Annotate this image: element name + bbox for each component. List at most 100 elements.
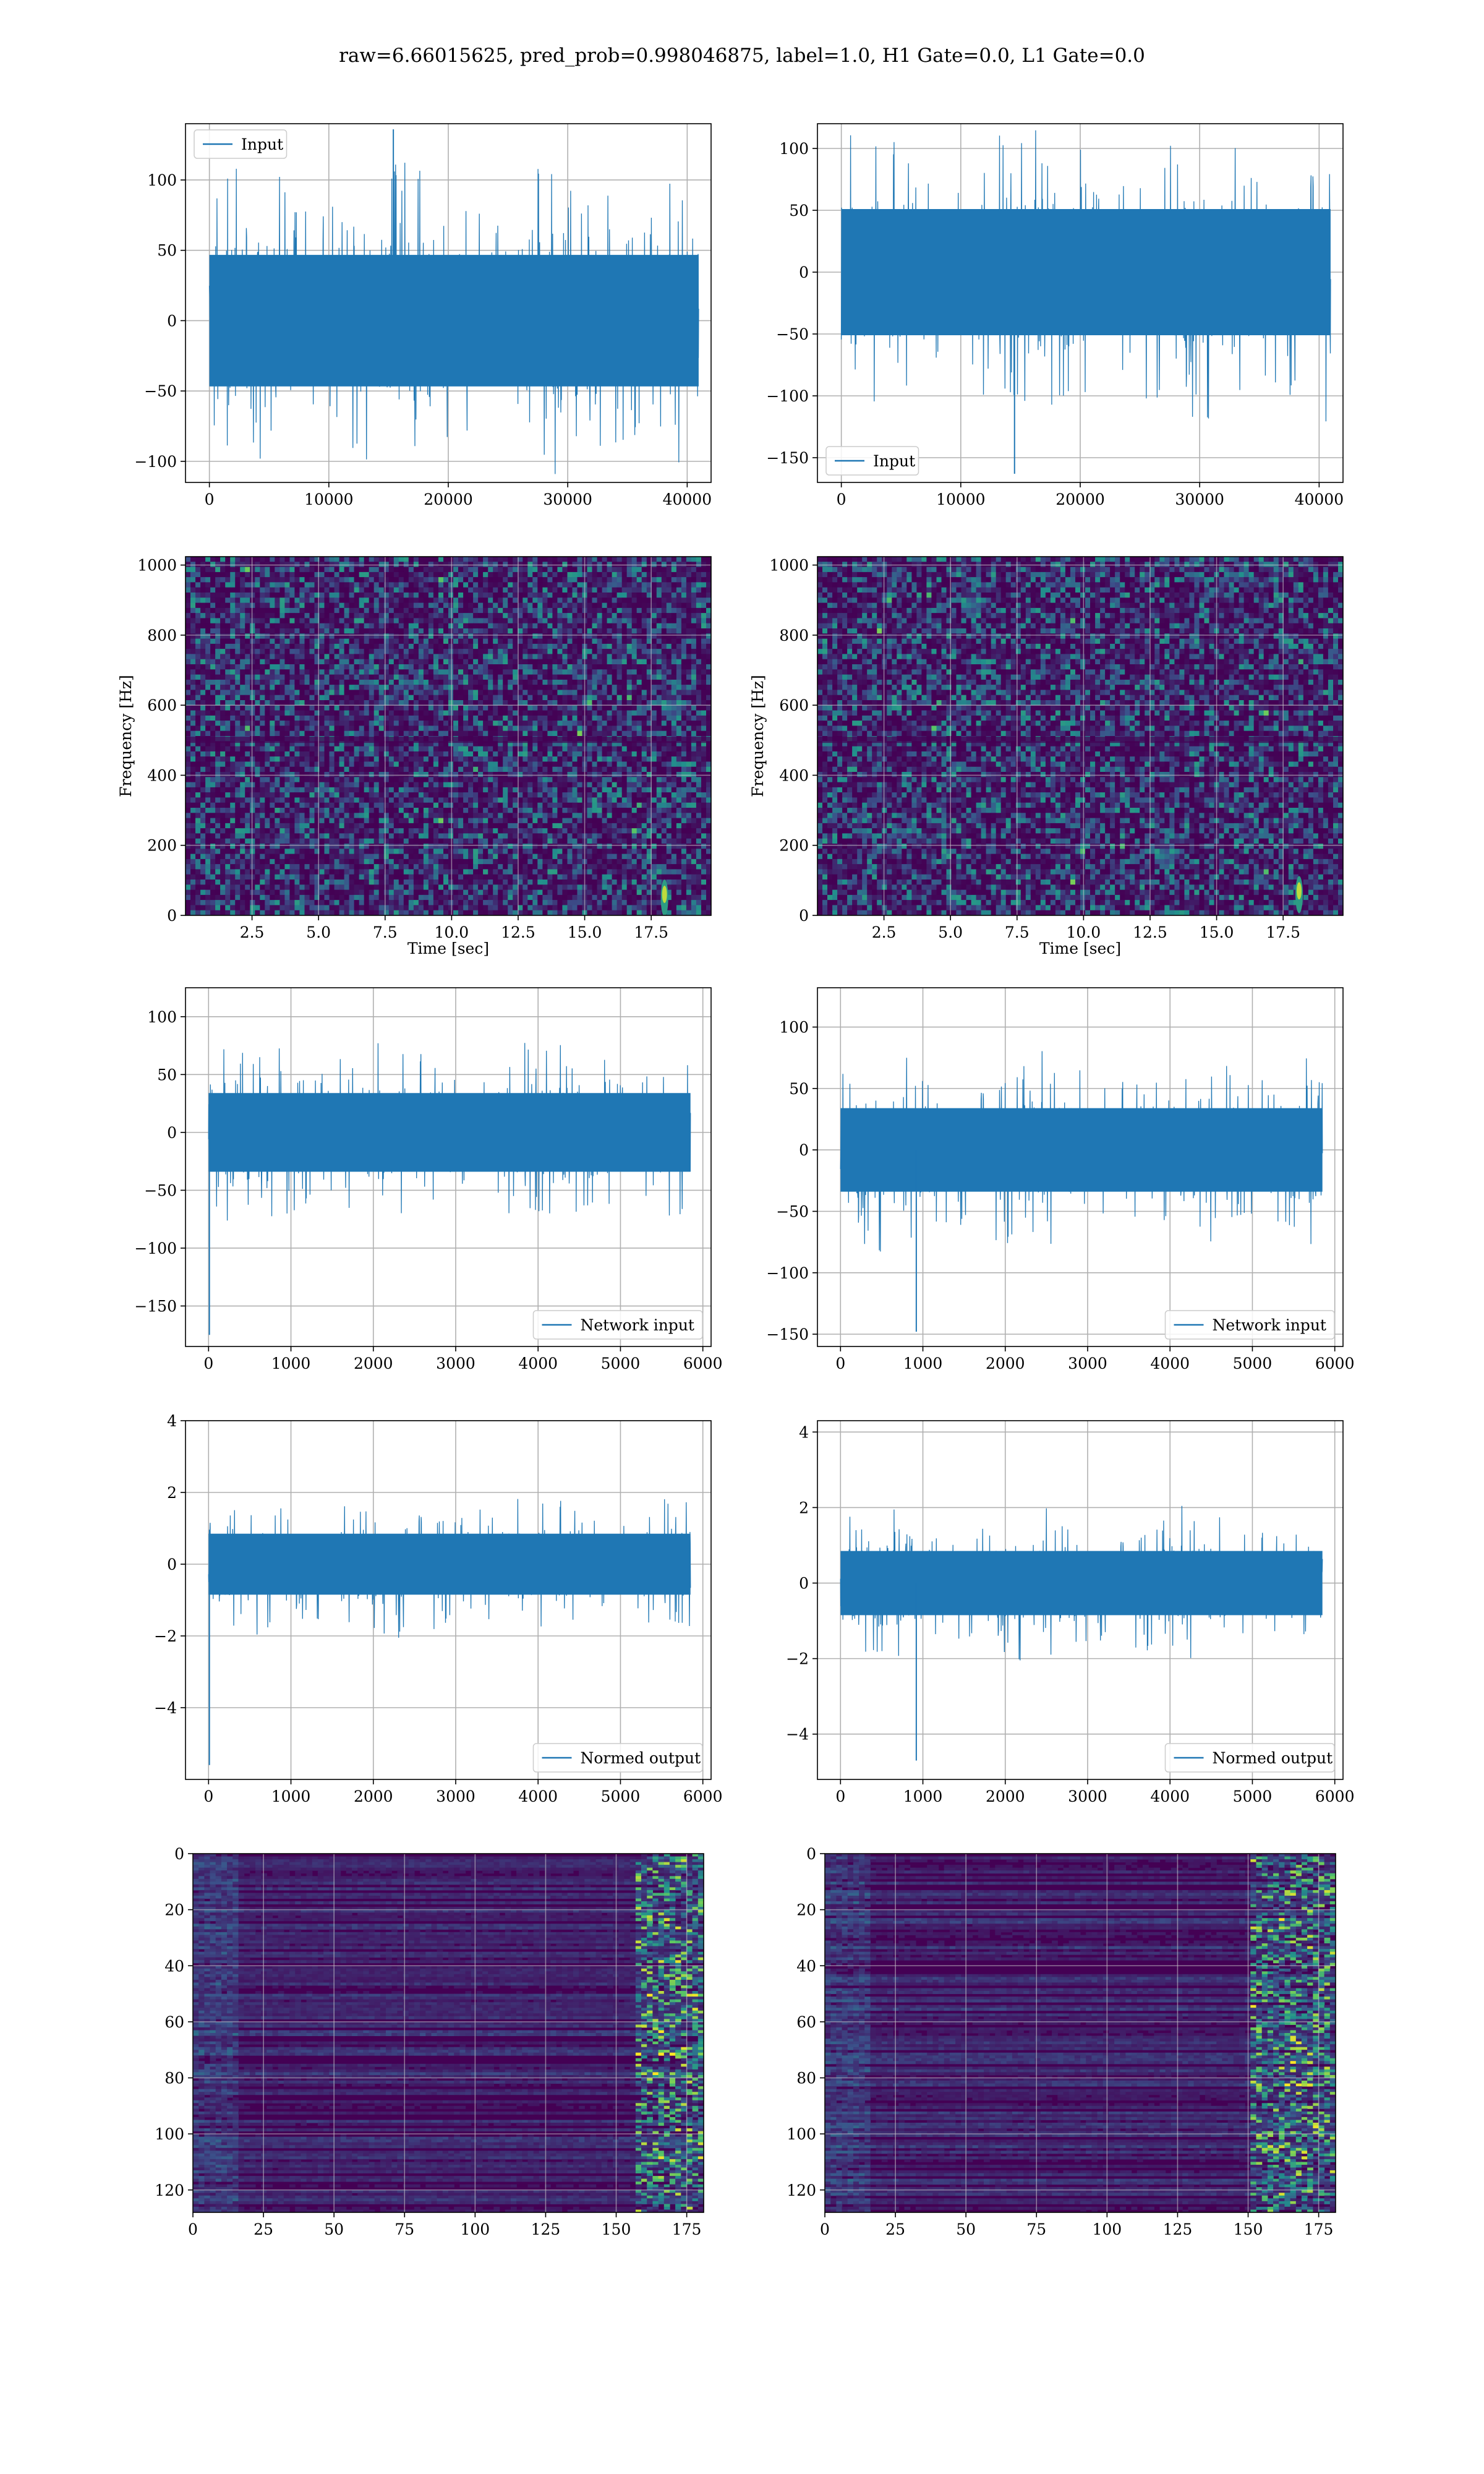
input-l1-ytick-label: 50 bbox=[789, 202, 809, 220]
normed-output-l1-xtick-label: 5000 bbox=[1233, 1787, 1273, 1805]
normed-output-l1-xtick-label: 3000 bbox=[1068, 1787, 1107, 1805]
normed-output-h1-xtick-label: 4000 bbox=[518, 1787, 558, 1805]
feature-map-l1-xtick-label: 100 bbox=[1092, 2220, 1122, 2238]
feature-map-l1-xtick-label: 0 bbox=[820, 2220, 830, 2238]
spectrogram-h1-ytick-label: 1000 bbox=[137, 557, 177, 575]
feature-map-l1-ytick-label: 20 bbox=[796, 1901, 816, 1919]
network-input-h1-frame bbox=[185, 987, 712, 1347]
input-l1-ytick-label: −100 bbox=[766, 387, 809, 405]
normed-output-h1-xtick-label: 5000 bbox=[601, 1787, 641, 1805]
normed-output-h1-ytick-label: 2 bbox=[167, 1484, 177, 1502]
network-input-l1-xtick-label: 2000 bbox=[986, 1355, 1025, 1372]
normed-output-l1-series-band bbox=[840, 1551, 1323, 1616]
network-input-h1-legend-label: Network input bbox=[581, 1316, 694, 1334]
feature-map-h1-frame bbox=[192, 1853, 704, 2213]
spectrogram-h1-panel: 2.5 5.0 7.5 10.0 12.5 15.0 17.5 0 200 400 600 800 10… bbox=[117, 556, 712, 957]
normed-output-h1-ytick-label: −2 bbox=[154, 1627, 177, 1645]
input-h1-xtick-label: 30000 bbox=[543, 490, 592, 508]
input-l1-xtick-label: 0 bbox=[837, 490, 846, 508]
feature-map-h1-ytick-label: 100 bbox=[155, 2125, 184, 2143]
spectrogram-l1-xtick-label: 7.5 bbox=[1005, 923, 1030, 941]
feature-map-l1-xtick-label: 50 bbox=[956, 2220, 976, 2238]
input-l1-ytick-label: −150 bbox=[766, 449, 809, 467]
normed-output-h1-legend-label: Normed output bbox=[581, 1749, 701, 1767]
feature-map-l1-ytick-label: 60 bbox=[796, 2013, 816, 2031]
network-input-h1-ytick-label: 50 bbox=[157, 1066, 177, 1084]
input-l1-xtick-label: 20000 bbox=[1055, 490, 1105, 508]
feature-map-l1-ytick-label: 40 bbox=[796, 1957, 816, 1975]
network-input-l1-ytick-label: −150 bbox=[766, 1325, 809, 1343]
feature-map-h1-xtick-label: 175 bbox=[672, 2220, 702, 2238]
feature-map-l1-xtick-label: 150 bbox=[1234, 2220, 1263, 2238]
feature-map-l1-xtick-label: 125 bbox=[1163, 2220, 1193, 2238]
network-input-h1-xtick-label: 6000 bbox=[683, 1355, 723, 1372]
feature-map-h1-xtick-label: 75 bbox=[394, 2220, 414, 2238]
normed-output-l1-ytick-label: 0 bbox=[799, 1575, 809, 1593]
normed-output-l1-xtick-label: 2000 bbox=[986, 1787, 1025, 1805]
input-l1-ytick-label: 0 bbox=[799, 263, 809, 281]
normed-output-l1-xtick-label: 6000 bbox=[1315, 1787, 1355, 1805]
network-input-h1-xtick-label: 3000 bbox=[436, 1355, 475, 1372]
spectrogram-l1-panel: 2.5 5.0 7.5 10.0 12.5 15.0 17.5 0 200 400 600 800 10… bbox=[749, 556, 1344, 957]
normed-output-h1-xtick-label: 0 bbox=[203, 1787, 213, 1805]
network-input-l1-frame bbox=[817, 987, 1344, 1347]
normed-output-h1-xtick-label: 3000 bbox=[436, 1787, 475, 1805]
input-l1-legend: Input bbox=[825, 446, 919, 476]
input-h1-legend-label: Input bbox=[241, 135, 283, 153]
network-input-l1-ytick-label: 0 bbox=[799, 1141, 809, 1159]
spectrogram-h1-ytick-label: 0 bbox=[167, 907, 177, 925]
network-input-l1-ytick-label: −50 bbox=[776, 1203, 809, 1221]
normed-output-h1-frame bbox=[185, 1420, 712, 1780]
normed-output-l1-legend-label: Normed output bbox=[1213, 1749, 1333, 1767]
spectrogram-h1-xlabel: Time [sec] bbox=[407, 940, 489, 957]
spectrogram-l1-xtick-label: 12.5 bbox=[1133, 923, 1167, 941]
spectrogram-h1-xtick-label: 15.0 bbox=[568, 923, 602, 941]
input-h1-xtick-label: 10000 bbox=[304, 490, 354, 508]
spectrogram-l1-xtick-label: 2.5 bbox=[872, 923, 897, 941]
normed-output-l1-xtick-label: 1000 bbox=[903, 1787, 943, 1805]
input-l1-xtick-label: 10000 bbox=[936, 490, 986, 508]
spectrogram-h1-ytick-label: 600 bbox=[147, 696, 177, 714]
input-l1-panel: 0 10000 20000 30000 40000 −150 −100 −50 0 50 100 In… bbox=[766, 123, 1344, 508]
network-input-h1-xtick-label: 1000 bbox=[271, 1355, 311, 1372]
feature-map-l1-xtick-label: 75 bbox=[1026, 2220, 1046, 2238]
spectrogram-l1-cells bbox=[817, 557, 1343, 915]
spectrogram-h1-ytick-label: 400 bbox=[147, 766, 177, 784]
normed-output-l1-frame bbox=[817, 1420, 1344, 1780]
normed-output-h1-ytick-label: 4 bbox=[167, 1412, 177, 1430]
normed-output-h1-ytick-label: 0 bbox=[167, 1556, 177, 1573]
spectrogram-l1-ytick-label: 800 bbox=[779, 627, 809, 644]
network-input-l1-xtick-label: 3000 bbox=[1068, 1355, 1107, 1372]
normed-output-l1-ytick-label: 4 bbox=[799, 1423, 809, 1441]
network-input-h1-ytick-label: 0 bbox=[167, 1124, 177, 1142]
feature-map-h1-ytick-label: 20 bbox=[164, 1901, 184, 1919]
input-l1-ytick-label: 100 bbox=[779, 140, 809, 158]
input-l1-series-band bbox=[841, 209, 1331, 335]
spectrogram-l1-xtick-label: 10.0 bbox=[1067, 923, 1101, 941]
feature-map-l1-frame bbox=[824, 1853, 1336, 2213]
feature-map-h1-cells bbox=[193, 1854, 704, 2212]
spectrogram-h1-xtick-label: 5.0 bbox=[306, 923, 331, 941]
spectrogram-l1-ytick-label: 0 bbox=[799, 907, 809, 925]
spectrogram-h1-ylabel: Frequency [Hz] bbox=[117, 675, 135, 797]
spectrogram-l1-xlabel: Time [sec] bbox=[1039, 940, 1121, 957]
network-input-l1-ytick-label: 100 bbox=[779, 1019, 809, 1037]
feature-map-h1-ytick-label: 0 bbox=[174, 1845, 184, 1863]
network-input-l1-series-band bbox=[840, 1108, 1323, 1192]
normed-output-h1-plot-area bbox=[186, 1421, 711, 1779]
figure-title: raw=6.66015625, pred_prob=0.998046875, l… bbox=[339, 45, 1145, 67]
input-l1-xtick-label: 40000 bbox=[1295, 490, 1344, 508]
network-input-h1-legend: Network input bbox=[532, 1310, 703, 1340]
network-input-l1-legend-label: Network input bbox=[1213, 1316, 1326, 1334]
spectrogram-l1-ytick-label: 200 bbox=[779, 837, 809, 855]
feature-map-h1-xtick-label: 100 bbox=[460, 2220, 490, 2238]
network-input-l1-xtick-label: 0 bbox=[835, 1355, 845, 1372]
input-l1-xtick-label: 30000 bbox=[1175, 490, 1224, 508]
spectrogram-l1-ylabel: Frequency [Hz] bbox=[749, 675, 767, 797]
network-input-l1-xtick-label: 5000 bbox=[1233, 1355, 1273, 1372]
network-input-l1-xtick-label: 6000 bbox=[1315, 1355, 1355, 1372]
normed-output-l1-legend: Normed output bbox=[1164, 1743, 1335, 1773]
input-h1-ytick-label: 50 bbox=[157, 242, 177, 260]
feature-map-l1-ytick-label: 0 bbox=[806, 1845, 816, 1863]
